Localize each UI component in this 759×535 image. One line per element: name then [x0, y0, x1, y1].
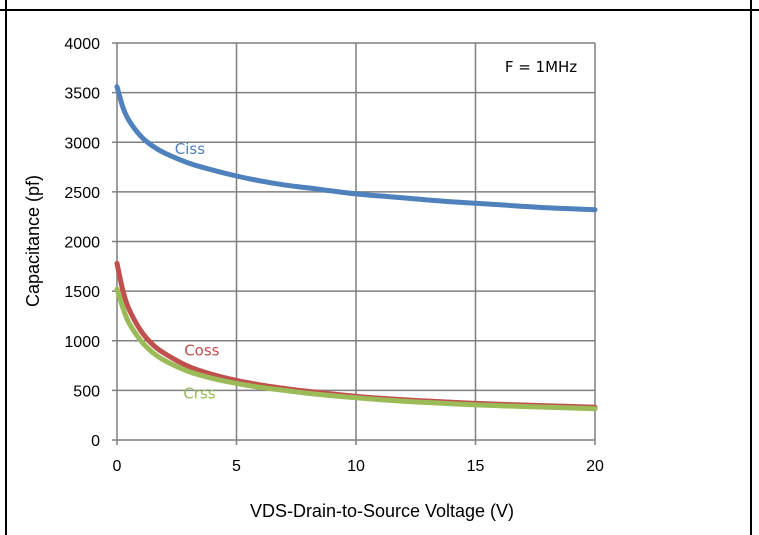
- y-tick-label: 2500: [64, 185, 100, 202]
- frequency-annotation: F = 1MHz: [505, 58, 577, 76]
- y-tick-label: 500: [73, 383, 100, 400]
- y-tick-label: 2000: [64, 235, 100, 252]
- x-tick-label: 10: [347, 458, 365, 475]
- grid: [112, 42, 596, 445]
- x-axis-title: VDS-Drain-to-Source Voltage (V): [250, 501, 514, 521]
- series-label-ciss: Ciss: [175, 140, 205, 158]
- x-tick-labels: 0 5 10 15 20: [113, 458, 604, 475]
- y-tick-label: 1000: [64, 334, 100, 351]
- series-line-crss: [114, 286, 598, 412]
- y-tick-label: 1500: [64, 284, 100, 301]
- y-tick-label: 3500: [64, 86, 100, 103]
- y-tick-label: 0: [91, 433, 100, 450]
- y-tick-label: 4000: [64, 36, 100, 53]
- series-line-ciss: [114, 84, 598, 213]
- x-tick-label: 0: [113, 458, 122, 475]
- y-tick-label: 3000: [64, 135, 100, 152]
- series-labels: Ciss Coss Crss: [175, 140, 220, 402]
- y-tick-labels: 0 500 1000 1500 2000 2500 3000 3500 4000: [64, 36, 100, 450]
- series-label-crss: Crss: [183, 384, 215, 402]
- x-tick-label: 15: [467, 458, 485, 475]
- series-label-coss: Coss: [184, 342, 219, 360]
- x-tick-label: 5: [232, 458, 241, 475]
- x-tick-label: 20: [586, 458, 604, 475]
- y-axis-title: Capacitance (pf): [23, 175, 43, 307]
- series-lines: [114, 84, 598, 412]
